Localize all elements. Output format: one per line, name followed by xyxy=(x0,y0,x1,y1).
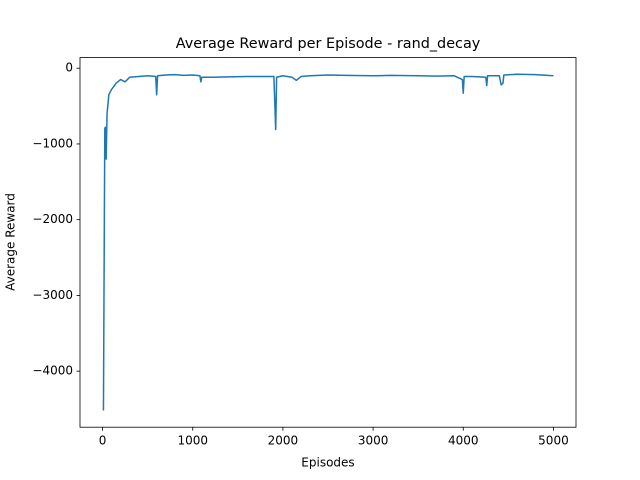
x-tick-label: 0 xyxy=(99,434,107,448)
plot-frame xyxy=(79,57,577,428)
y-axis-label: Average Reward xyxy=(4,193,18,291)
y-tick-label: −3000 xyxy=(32,288,73,302)
y-tick-label: 0 xyxy=(65,61,73,75)
y-tick-label: −2000 xyxy=(32,212,73,226)
data-line xyxy=(102,73,554,411)
x-tick-label: 3000 xyxy=(358,434,389,448)
x-axis-label: Episodes xyxy=(301,456,354,470)
x-tick-label: 1000 xyxy=(177,434,208,448)
x-tick-label: 4000 xyxy=(448,434,479,448)
y-tick-label: −4000 xyxy=(32,364,73,378)
x-tick-label: 5000 xyxy=(538,434,569,448)
x-tick-label: 2000 xyxy=(268,434,299,448)
y-tick-label: −1000 xyxy=(32,136,73,150)
chart-title: Average Reward per Episode - rand_decay xyxy=(176,36,481,52)
